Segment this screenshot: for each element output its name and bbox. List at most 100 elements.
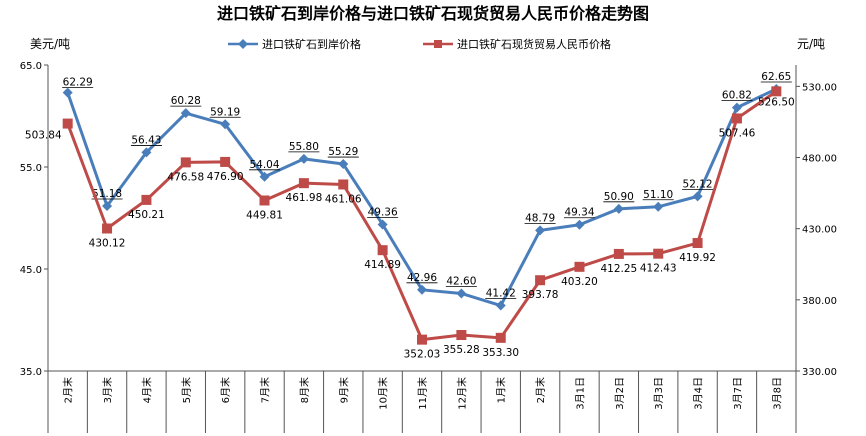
category-label: 7月末 [259,377,272,403]
data-label: 51.18 [92,188,122,200]
data-point [298,178,309,189]
legend-label-0: 进口铁矿石到岸价格 [262,37,361,51]
right-axis-unit: 元/吨 [797,37,825,51]
left-tick-label: 45.0 [20,265,42,276]
data-point [141,194,152,205]
right-tick-label: 530.00 [802,82,837,93]
data-point [338,179,349,190]
data-label: 62.29 [63,77,93,89]
data-point [574,261,585,272]
data-point [377,219,388,230]
series-0: 62.29 51.18 56.43 60.28 59.19 54.04 55.80 55.29… [62,71,792,311]
data-label: 42.60 [446,275,476,287]
left-tick-label: 55.0 [20,163,42,174]
data-point [220,119,231,130]
data-point [259,171,270,182]
data-point [180,157,191,168]
data-label: 55.80 [289,141,319,153]
data-point [417,334,427,345]
data-point [692,238,703,249]
category-label: 4月末 [140,377,153,403]
data-point [417,284,427,295]
series-layer: 62.29 51.18 56.43 60.28 59.19 54.04 55.80 55.29… [25,71,795,361]
data-label: 507.46 [719,127,756,139]
data-point [141,147,152,158]
data-label: 60.82 [722,90,752,102]
data-point [62,87,73,98]
category-label: 10月末 [377,377,390,410]
data-label: 62.65 [761,71,791,83]
data-label: 450.21 [128,209,165,221]
category-label: 9月末 [337,377,350,403]
data-label: 449.81 [246,209,283,221]
data-point [653,248,664,259]
data-point [731,113,742,124]
category-label: 6月末 [219,377,232,403]
data-label: 49.36 [368,207,398,219]
data-point [456,288,467,299]
data-point [377,245,388,256]
data-point [771,86,782,97]
data-label: 412.25 [600,263,637,275]
data-point [495,300,506,311]
category-label: 3月3日 [653,377,665,410]
category-label: 3月4日 [693,377,705,410]
legend: 进口铁矿石到岸价格 进口铁矿石现货贸易人民币价格 [228,37,611,51]
data-label: 430.12 [89,238,126,250]
legend-item-0[interactable]: 进口铁矿石到岸价格 [228,37,361,51]
data-label: 526.50 [758,96,795,108]
data-point [338,159,349,170]
left-tick-label: 35.0 [20,367,42,378]
data-label: 51.10 [643,189,673,201]
legend-square-marker [434,40,442,48]
data-point [653,201,664,212]
chart-title: 进口铁矿石到岸价格与进口铁矿石现货贸易人民币价格走势图 [217,4,649,23]
data-label: 503.84 [25,130,62,142]
category-label: 5月末 [180,377,193,403]
category-label: 11月末 [416,377,429,410]
data-label: 50.90 [604,191,634,203]
category-label: 3月1日 [574,377,586,410]
legend-item-1[interactable]: 进口铁矿石现货贸易人民币价格 [423,37,611,51]
category-label: 2月末 [534,377,547,403]
data-point [731,102,742,113]
data-point [220,156,231,167]
data-label: 412.43 [640,263,677,275]
data-label: 353.30 [482,347,519,359]
data-point [102,200,113,211]
category-label: 1月末 [495,377,508,403]
category-label: 3月2日 [614,377,626,410]
category-label: 12月末 [455,377,468,410]
data-label: 59.19 [210,106,240,118]
category-label: 3月7日 [732,377,744,410]
legend-label-1: 进口铁矿石现货贸易人民币价格 [457,37,611,51]
data-label: 42.96 [407,272,437,284]
data-label: 41.42 [486,288,516,300]
data-label: 403.20 [561,276,598,288]
data-label: 52.12 [683,178,713,190]
data-label: 352.03 [404,349,441,361]
data-label: 414.89 [364,259,401,271]
data-label: 55.29 [328,146,358,158]
data-point [259,195,270,206]
data-label: 476.90 [207,171,244,183]
data-label: 48.79 [525,212,555,224]
data-point [574,219,585,230]
data-point [62,118,73,129]
right-tick-label: 380.00 [802,296,837,307]
data-label: 393.78 [522,289,559,301]
data-point [298,153,309,164]
data-point [495,332,506,343]
data-label: 461.06 [325,193,362,205]
category-label: 2月末 [62,377,75,403]
right-tick-label: 430.00 [802,225,837,236]
legend-diamond-marker [238,39,248,49]
axes: 35.0 45.0 55.0 65.0 330.00 380.00 430.00 480.00… [20,61,837,433]
category-label: 3月8日 [771,377,783,410]
data-point [456,330,467,341]
data-point [180,108,191,119]
data-point [102,223,113,234]
right-tick-label: 330.00 [802,367,837,378]
category-label: 8月末 [298,377,311,403]
